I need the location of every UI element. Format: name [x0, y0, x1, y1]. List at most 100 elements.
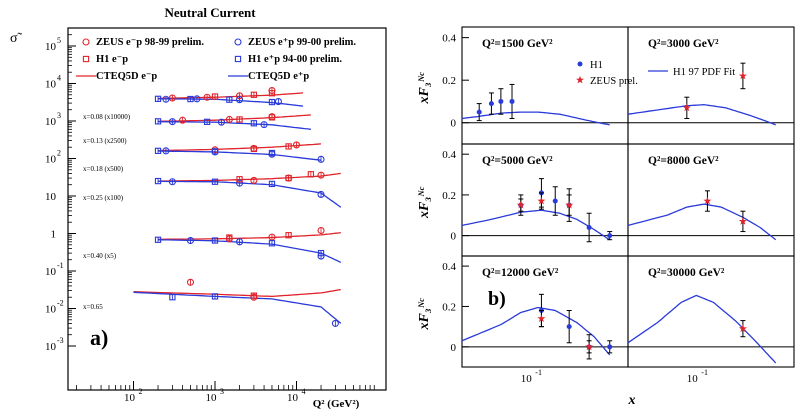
- data-point: [607, 233, 613, 239]
- fit-curve: [627, 103, 776, 126]
- data-point: [162, 95, 170, 103]
- data-point: [250, 176, 258, 184]
- left-ylabel: σ̃: [10, 31, 23, 46]
- theory-curve: [157, 92, 304, 100]
- theory-curve: [157, 172, 341, 182]
- data-point: [268, 149, 276, 157]
- y-tick-exp: 3: [57, 111, 61, 120]
- data-point: [537, 314, 546, 322]
- legend-marker: [82, 38, 90, 46]
- left-plot-area: [133, 86, 342, 327]
- data-point: [509, 98, 515, 104]
- x-tick-exp: 2: [139, 387, 143, 396]
- legend-label: CTEQ5D e⁺p: [248, 71, 309, 82]
- y-tick-label: 0.2: [442, 190, 456, 202]
- y-tick-exp: 4: [57, 74, 61, 83]
- data-point: [292, 141, 301, 149]
- y-axis-label: xF₃ᴺᶜ: [417, 72, 432, 104]
- data-point: [168, 94, 176, 102]
- data-point: [211, 293, 219, 300]
- theory-curve: [133, 288, 341, 298]
- y-tick-label: 10: [45, 191, 57, 203]
- data-point: [250, 292, 258, 299]
- panel-label: Q²=5000 GeV²: [482, 155, 553, 167]
- data-point: [738, 324, 747, 333]
- x-tick-exp: 3: [220, 387, 224, 396]
- data-point: [186, 278, 195, 286]
- data-point: [154, 236, 162, 243]
- x-tick-label: 10: [287, 392, 299, 404]
- legend-label: ZEUS prel.: [590, 76, 638, 87]
- fit-curve: [627, 294, 777, 364]
- y-tick-label: 10: [45, 341, 57, 353]
- data-point: [236, 116, 243, 123]
- bin-label: x=0.65: [83, 303, 103, 311]
- data-point: [565, 200, 574, 209]
- legend-label: ZEUS e⁻p 98-99 prelim.: [96, 37, 204, 48]
- x-tick-exp: -1: [535, 368, 542, 377]
- data-point: [537, 196, 546, 205]
- left-panel-label: a): [90, 325, 108, 350]
- data-point: [211, 178, 219, 185]
- y-tick-label: 0: [451, 342, 457, 354]
- left-frame: [67, 27, 387, 391]
- y-tick-label: 10: [45, 154, 57, 166]
- data-point: [285, 232, 292, 239]
- data-point: [168, 118, 176, 126]
- data-point: [236, 176, 243, 183]
- right-panel-label: b): [488, 288, 506, 310]
- bin-label: x=0.13 (x2500): [83, 137, 127, 145]
- y-tick-exp: -3: [57, 336, 64, 345]
- theory-curve: [158, 180, 342, 208]
- data-point: [268, 240, 276, 247]
- data-point: [682, 103, 691, 112]
- legend-marker: [234, 55, 242, 63]
- x-tick-label: 10: [687, 373, 699, 385]
- data-point: [331, 319, 339, 327]
- y-tick-label: 0.2: [442, 75, 456, 87]
- data-point: [488, 101, 494, 107]
- left-xlabel: Q² (GeV²): [313, 398, 360, 410]
- data-point: [186, 236, 195, 245]
- data-point: [235, 96, 244, 104]
- data-point: [476, 109, 482, 115]
- left-panel: Neutral Current σ̃ 10510410310210110-110…: [10, 5, 387, 410]
- data-point: [317, 190, 325, 198]
- y-tick-label: 10: [45, 41, 57, 53]
- data-point: [498, 98, 504, 104]
- left-bin-labels: x=0.08 (x10000) x=0.13 (x2500) x=0.18 (x50…: [83, 113, 131, 311]
- data-point: [187, 95, 194, 103]
- legend-marker: [82, 55, 90, 63]
- data-point: [225, 115, 233, 123]
- legend-marker: [577, 61, 583, 67]
- right-xlabel: x: [628, 393, 636, 408]
- data-point: [154, 177, 162, 185]
- theory-curve: [158, 121, 311, 130]
- data-point: [211, 148, 219, 155]
- data-point: [250, 120, 258, 127]
- y-tick-label: 0.4: [442, 261, 456, 273]
- data-point: [307, 171, 315, 178]
- data-point: [226, 96, 233, 103]
- legend-label: ZEUS e⁺p 99-00 prelim.: [248, 37, 356, 48]
- y-axis-label: xF₃ᴺᶜ: [417, 298, 432, 330]
- data-point: [738, 217, 747, 225]
- data-point: [607, 344, 613, 350]
- theory-curve: [157, 98, 304, 107]
- theory-curve: [158, 150, 322, 161]
- y-tick-label: 0.4: [442, 33, 456, 45]
- theory-curve: [158, 232, 341, 240]
- y-tick-label: 10: [45, 304, 57, 316]
- data-point: [285, 143, 292, 150]
- data-point: [217, 118, 226, 126]
- y-tick-label: 0: [451, 231, 457, 243]
- theory-curve: [157, 114, 311, 122]
- data-point: [552, 198, 558, 204]
- legend-label: H1 97 PDF Fit: [673, 67, 735, 78]
- legend-label: H1 e⁺p 94-00 prelim.: [248, 54, 342, 65]
- bin-label: x=0.08 (x10000): [83, 113, 131, 121]
- data-point: [154, 147, 162, 154]
- fit-curve: [627, 203, 777, 241]
- y-tick-exp: -1: [57, 261, 64, 270]
